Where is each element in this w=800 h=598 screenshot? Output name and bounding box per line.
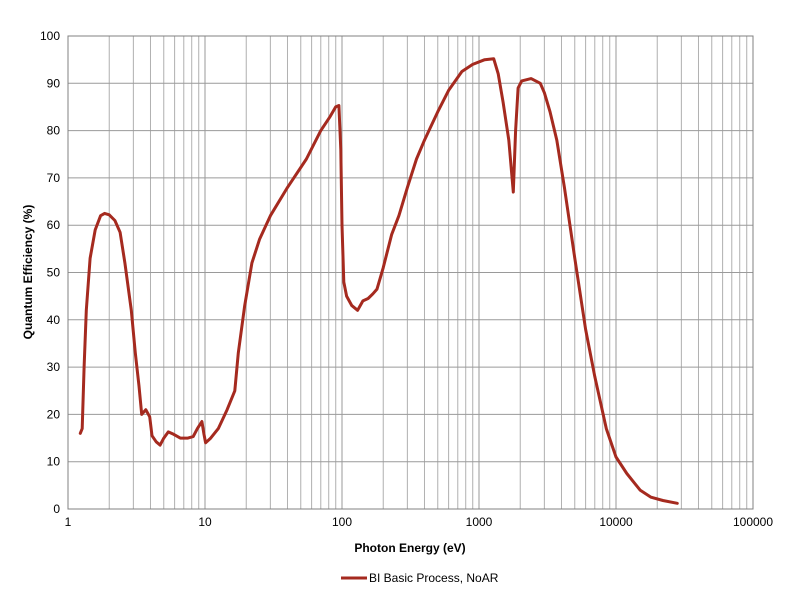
y-tick-label: 10 — [47, 455, 61, 469]
legend-label: BI Basic Process, NoAR — [369, 571, 499, 585]
y-tick-label: 40 — [47, 313, 61, 327]
y-tick-label: 90 — [47, 76, 61, 90]
x-tick-label: 1 — [65, 515, 72, 529]
y-tick-labels: 0 10 20 30 40 50 60 70 80 90 100 — [40, 29, 60, 516]
series-line — [78, 57, 679, 505]
y-axis-label: Quantum Efficiency (%) — [21, 205, 35, 340]
x-tick-label: 10 — [198, 515, 212, 529]
y-tick-label: 30 — [47, 360, 61, 374]
series-group — [78, 57, 679, 505]
grid-lines — [67, 35, 753, 510]
y-tick-label: 20 — [47, 407, 61, 421]
y-tick-label: 60 — [47, 218, 61, 232]
x-tick-label: 1000 — [466, 515, 493, 529]
x-tick-label: 10000 — [599, 515, 633, 529]
x-tick-labels: 1 10 100 1000 10000 100000 — [65, 515, 774, 529]
y-tick-label: 50 — [47, 266, 61, 280]
plot-border — [67, 35, 754, 510]
legend: BI Basic Process, NoAR — [341, 571, 499, 585]
x-tick-label: 100000 — [733, 515, 773, 529]
x-axis-label: Photon Energy (eV) — [354, 541, 465, 555]
y-tick-label: 80 — [47, 124, 61, 138]
y-tick-label: 70 — [47, 171, 61, 185]
y-tick-label: 100 — [40, 29, 60, 43]
x-tick-label: 100 — [332, 515, 352, 529]
y-tick-label: 0 — [53, 502, 60, 516]
